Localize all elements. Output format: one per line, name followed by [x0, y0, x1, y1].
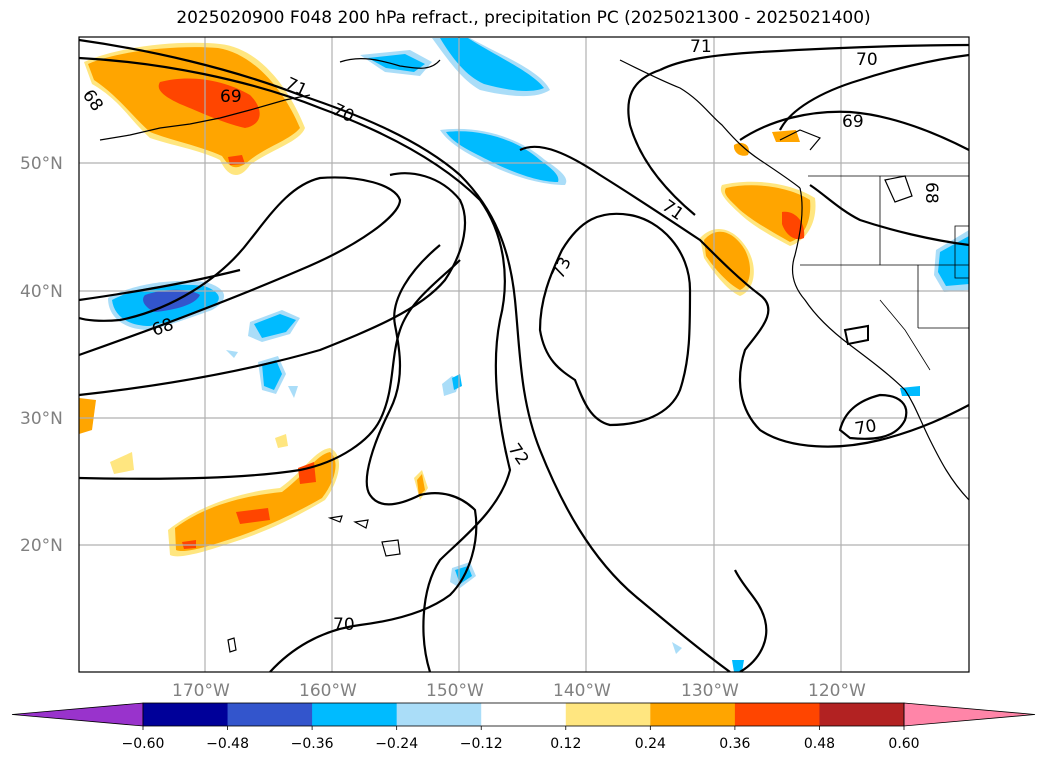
precip-negative-fill [108, 38, 969, 672]
colorbar-extend-max [903, 702, 1036, 727]
lat-label: 50°N [20, 154, 63, 174]
lon-label: 120°W [808, 681, 866, 701]
colorbar-tick-label: 0.12 [550, 736, 581, 752]
map-title: 2025020900 F048 200 hPa refract., precip… [176, 8, 871, 28]
lon-label: 130°W [681, 681, 739, 701]
refractivity-contours [79, 38, 969, 672]
colorbar-segment [396, 703, 482, 726]
contour-label: 69 [220, 87, 242, 107]
lat-labels: 50°N 40°N 30°N 20°N [20, 154, 63, 556]
colorbar-segment [312, 703, 398, 726]
lon-label: 160°W [299, 681, 357, 701]
lon-labels: 170°W 160°W 150°W 140°W 130°W 120°W [172, 681, 866, 701]
colorbar-segment [819, 703, 905, 726]
political-borders [800, 175, 969, 371]
lon-label: 140°W [553, 681, 611, 701]
colorbar-tick-label: 0.48 [804, 736, 835, 752]
colorbar-tick-label: −0.12 [460, 736, 503, 752]
map-panel: 68 69 71 70 71 70 69 68 68 73 71 72 70 7… [79, 37, 969, 672]
lat-label: 30°N [20, 409, 63, 429]
contour-label: 68 [921, 182, 941, 204]
colorbar-tick-label: 0.60 [888, 736, 919, 752]
lat-label: 40°N [20, 282, 63, 302]
colorbar-extend-min [11, 702, 144, 727]
contour-label: 70 [853, 416, 878, 439]
contour-label: 70 [333, 615, 355, 635]
colorbar-tick-label: −0.36 [291, 736, 334, 752]
colorbar-segment [565, 703, 651, 726]
colorbar-tick-label: −0.60 [122, 736, 165, 752]
colorbar-tick-label: 0.36 [719, 736, 750, 752]
lat-lon-grid [79, 37, 969, 672]
colorbar-segment [650, 703, 736, 726]
colorbar-border [142, 702, 905, 727]
contour-label: 69 [842, 112, 864, 132]
map-frame [78, 36, 970, 673]
colorbar-segment [143, 703, 229, 726]
colorbar-segment [227, 703, 313, 726]
contour-label: 70 [856, 50, 878, 70]
colorbar-segment [481, 703, 567, 726]
colorbar: −0.60 −0.48 −0.36 −0.24 −0.12 0.12 0.24 0.36 0.4… [11, 702, 1036, 752]
colorbar-tick-label: −0.24 [375, 736, 418, 752]
colorbar-tick-label: 0.24 [635, 736, 666, 752]
lon-label: 170°W [172, 681, 230, 701]
contour-label: 71 [690, 37, 712, 57]
coastlines [99, 58, 969, 653]
colorbar-tick-label: −0.48 [206, 736, 249, 752]
precip-positive-fill [79, 42, 816, 557]
colorbar-segment [734, 703, 820, 726]
lat-label: 20°N [20, 536, 63, 556]
lon-label: 150°W [426, 681, 484, 701]
